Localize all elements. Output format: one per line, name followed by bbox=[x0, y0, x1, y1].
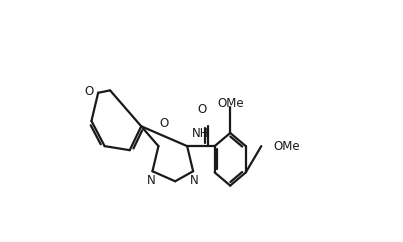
Text: OMe: OMe bbox=[217, 97, 243, 110]
Text: N: N bbox=[147, 174, 156, 187]
Text: O: O bbox=[85, 85, 94, 98]
Text: NH: NH bbox=[191, 127, 209, 140]
Text: O: O bbox=[160, 117, 169, 130]
Text: N: N bbox=[190, 174, 199, 187]
Text: O: O bbox=[197, 103, 207, 116]
Text: OMe: OMe bbox=[273, 140, 300, 153]
